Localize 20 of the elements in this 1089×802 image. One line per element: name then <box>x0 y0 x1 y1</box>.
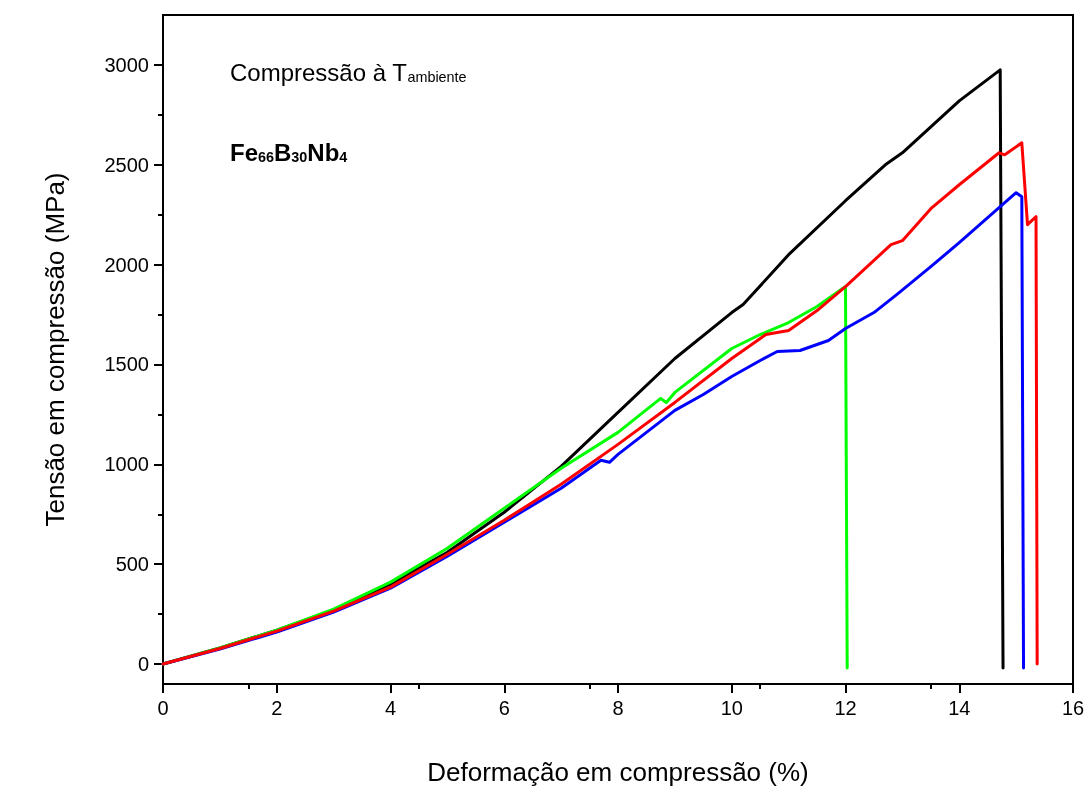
x-axis-title: Deformação em compressão (%) <box>427 757 809 787</box>
x-tick-label: 6 <box>498 697 510 719</box>
y-axis-title: Tensão em compressão (MPa) <box>40 172 70 527</box>
y-tick-label: 1000 <box>104 453 149 476</box>
y-tick-label: 0 <box>137 653 149 676</box>
x-tick-label: 12 <box>834 697 857 719</box>
x-tick-label: 16 <box>1061 697 1085 719</box>
x-tick-label: 4 <box>384 697 397 719</box>
x-tick-label: 8 <box>612 697 624 719</box>
y-tick-label: 3000 <box>104 53 149 76</box>
x-tick-label: 14 <box>948 697 971 719</box>
y-tick-label: 500 <box>115 553 149 576</box>
x-tick-label: 2 <box>271 697 283 719</box>
y-tick-label: 2500 <box>104 153 149 176</box>
annotation: Compressão à Tambiente <box>230 58 467 86</box>
y-tick-label: 1500 <box>104 353 149 376</box>
x-tick-label: 10 <box>720 697 743 719</box>
x-tick-label: 0 <box>157 697 169 719</box>
annotation: Fe66B30Nb4 <box>230 138 348 166</box>
y-tick-label: 2000 <box>104 253 149 276</box>
